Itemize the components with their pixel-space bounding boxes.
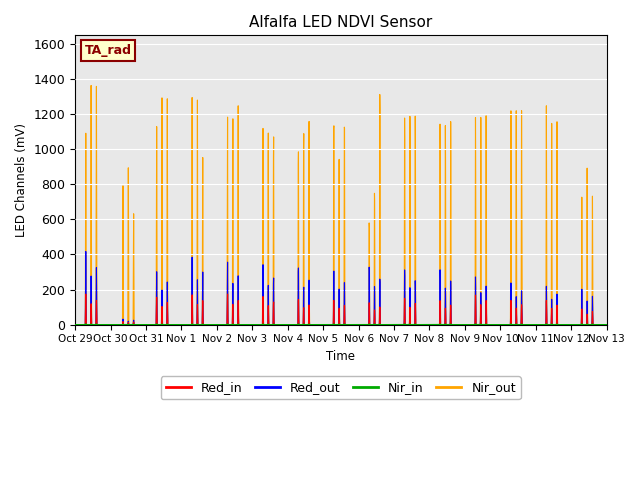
Red_out [275, 322, 283, 327]
Title: Alfalfa LED NDVI Sensor: Alfalfa LED NDVI Sensor [249, 15, 433, 30]
Nir_in [298, 322, 306, 327]
Nir_in [132, 322, 140, 327]
Legend: Red_in, Red_out, Nir_in, Nir_out: Red_in, Red_out, Nir_in, Nir_out [161, 376, 521, 399]
Line: Red_out: Red_out [75, 252, 607, 324]
Red_in [275, 322, 283, 327]
Red_out [82, 249, 90, 254]
Text: TA_rad: TA_rad [84, 44, 132, 57]
Nir_out [593, 322, 600, 327]
Nir_in [275, 322, 283, 327]
Red_in [535, 322, 543, 327]
Nir_in [593, 322, 600, 327]
Nir_in [71, 322, 79, 327]
Red_out [603, 322, 611, 327]
Red_in [132, 322, 140, 327]
Nir_in [82, 321, 90, 326]
Nir_out [603, 322, 611, 327]
Nir_out [87, 83, 95, 88]
Red_out [535, 322, 543, 327]
Y-axis label: LED Channels (mV): LED Channels (mV) [15, 123, 28, 237]
Red_out [593, 322, 600, 327]
Red_in [603, 322, 611, 327]
Red_out [71, 322, 79, 327]
Red_out [164, 297, 172, 302]
Line: Red_in: Red_in [75, 294, 607, 324]
Line: Nir_out: Nir_out [75, 85, 607, 324]
Red_in [298, 322, 306, 327]
Nir_out [71, 322, 79, 327]
Red_in [593, 322, 600, 327]
Nir_in [164, 321, 172, 327]
Nir_out [535, 322, 543, 327]
Red_out [298, 322, 306, 327]
Red_out [132, 322, 140, 327]
Nir_out [275, 322, 283, 327]
X-axis label: Time: Time [326, 350, 355, 363]
Nir_out [164, 189, 172, 195]
Nir_out [298, 322, 306, 327]
Nir_in [603, 322, 611, 327]
Red_in [71, 322, 79, 327]
Red_in [164, 309, 172, 314]
Nir_in [535, 322, 543, 327]
Red_in [82, 291, 90, 297]
Nir_out [132, 322, 140, 327]
